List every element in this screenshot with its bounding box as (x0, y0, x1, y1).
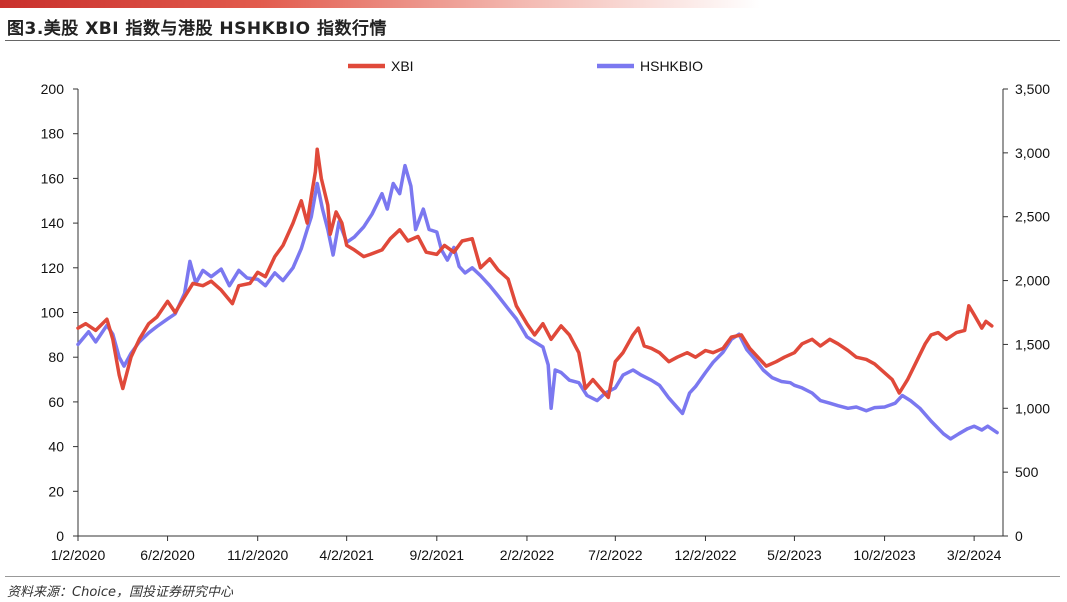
x-tick-label: 6/2/2020 (140, 547, 195, 563)
legend-label-xbi: XBI (391, 58, 414, 74)
y-right-tick-label: 1,000 (1015, 400, 1050, 416)
legend: XBI HSHKBIO (348, 58, 703, 74)
y-right-tick-label: 1,500 (1015, 336, 1050, 352)
y-left-tick-label: 0 (56, 528, 64, 544)
x-tick-label: 10/2/2023 (853, 547, 915, 563)
x-tick-label: 4/2/2021 (319, 547, 374, 563)
y-right-tick-label: 500 (1015, 464, 1039, 480)
y-left-tick-label: 140 (41, 215, 65, 231)
footer-divider (5, 576, 1060, 577)
x-tick-label: 11/2/2020 (227, 547, 288, 563)
series-line-hshkbio (76, 163, 999, 441)
series-line-xbi (76, 147, 994, 400)
x-tick-label: 5/2/2023 (767, 547, 822, 563)
title-accent-bar (0, 0, 1067, 8)
y-left-tick-label: 180 (41, 126, 65, 142)
x-tick-label: 2/2/2022 (500, 547, 555, 563)
x-tick-label: 3/2/2024 (947, 547, 1002, 563)
x-tick-label: 1/2/2020 (51, 547, 106, 563)
legend-label-hshkbio: HSHKBIO (640, 58, 703, 74)
axes-layer: 0 20 40 60 80 100 120 140 160 180 200 0 500 1,000 1,50… (41, 81, 1051, 563)
y-left-tick-label: 160 (41, 170, 65, 186)
x-tick-label: 12/2/2022 (674, 547, 736, 563)
lines-layer (76, 147, 999, 441)
y-left-tick-label: 100 (41, 305, 65, 321)
source-note: 资料来源：Choice，国投证券研究中心 (7, 585, 234, 600)
y-right-tick-label: 0 (1015, 528, 1023, 544)
x-tick-label: 7/2/2022 (588, 547, 643, 563)
figure-title: 图3.美股 XBI 指数与港股 HSHKBIO 指数行情 (7, 19, 387, 39)
y-right-tick-label: 3,000 (1015, 145, 1050, 161)
y-right-tick-label: 2,500 (1015, 209, 1050, 225)
y-left-tick-label: 60 (48, 394, 64, 410)
y-left-tick-label: 20 (48, 483, 64, 499)
title-divider (5, 40, 1060, 41)
y-left-tick-label: 200 (41, 81, 65, 97)
y-left-tick-label: 40 (48, 439, 64, 455)
y-right-tick-label: 3,500 (1015, 81, 1050, 97)
x-tick-label: 9/2/2021 (410, 547, 465, 563)
y-left-tick-label: 80 (48, 349, 64, 365)
y-right-tick-label: 2,000 (1015, 273, 1050, 289)
y-left-tick-label: 120 (41, 260, 65, 276)
